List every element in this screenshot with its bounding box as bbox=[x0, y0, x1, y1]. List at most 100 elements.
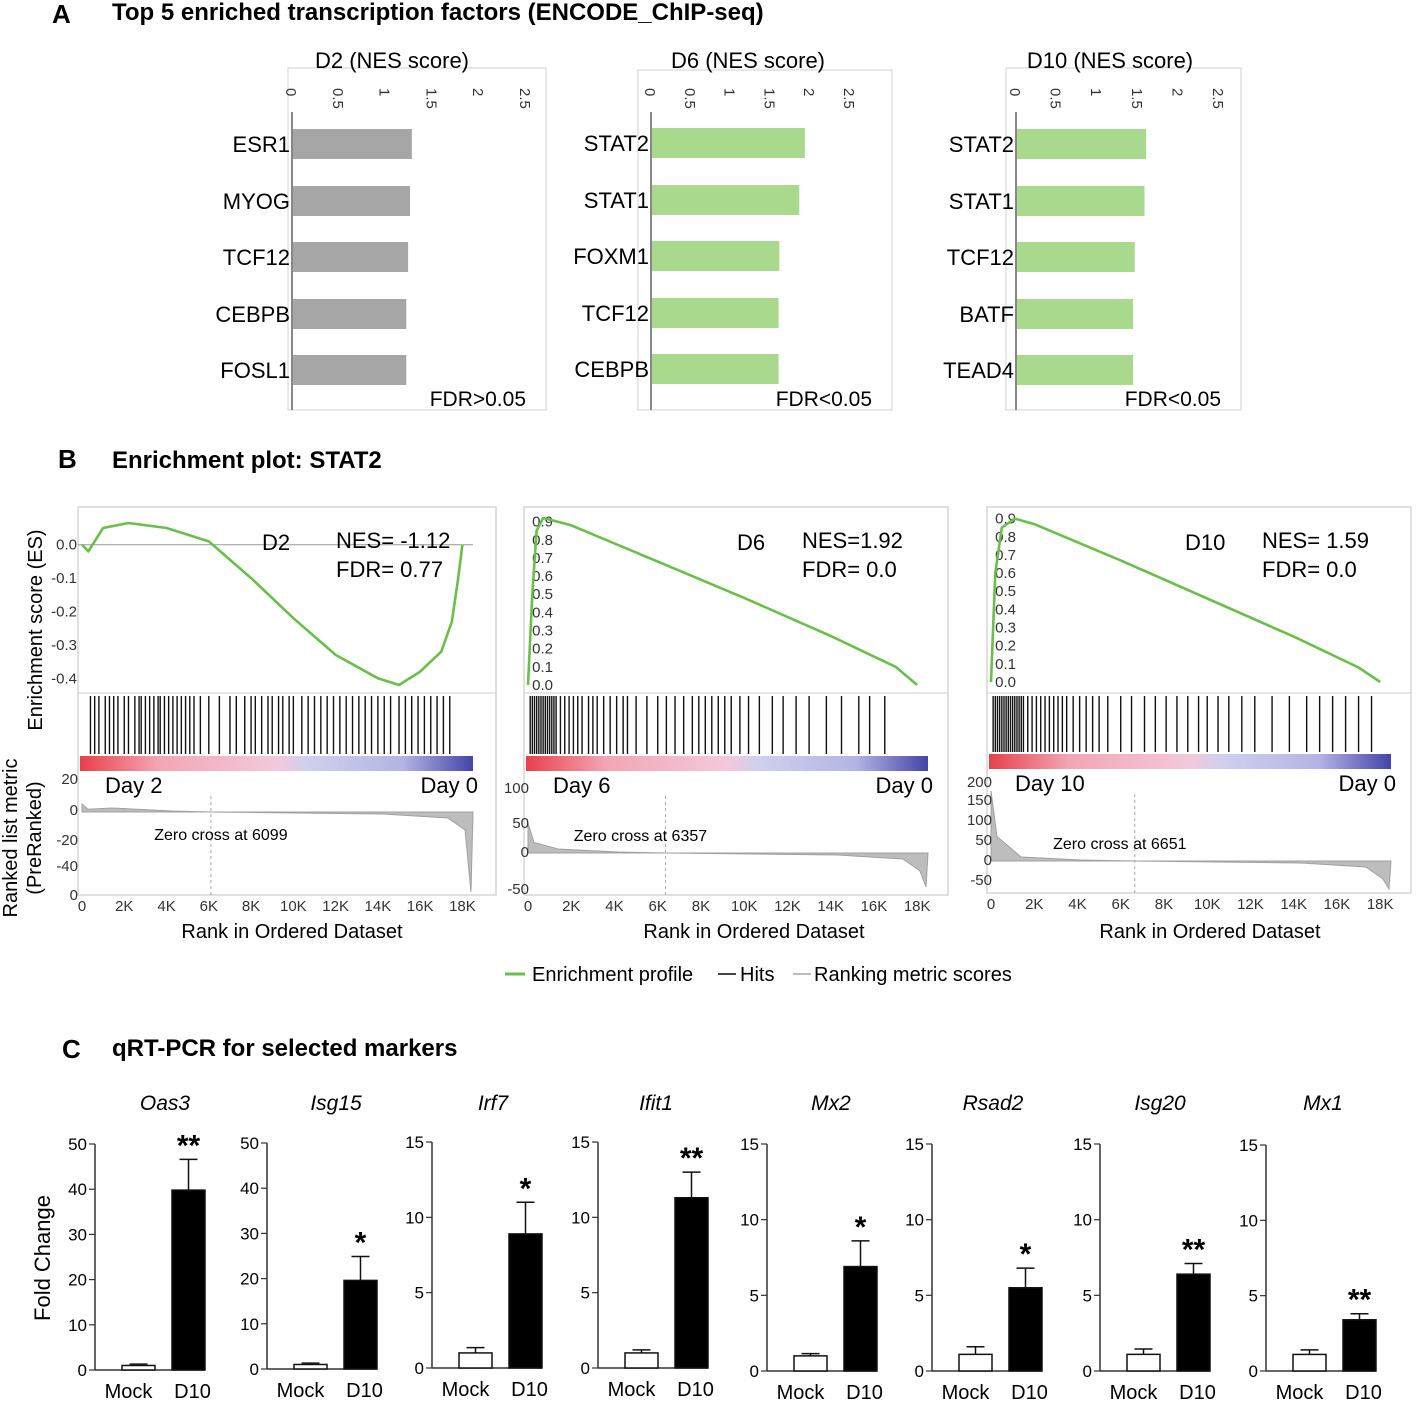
rank-color-bar bbox=[80, 756, 473, 771]
d10-bar bbox=[343, 1279, 378, 1370]
panel-c-title: qRT-PCR for selected markers bbox=[112, 1035, 457, 1062]
y-tick-label: 0 bbox=[415, 1359, 424, 1378]
y-tick-label: 30 bbox=[68, 1225, 87, 1244]
nes-bar bbox=[652, 128, 805, 158]
d10-bar bbox=[508, 1233, 543, 1369]
series-label: D6 bbox=[737, 530, 765, 555]
d10-bar bbox=[1176, 1273, 1211, 1372]
d10-bar bbox=[843, 1265, 878, 1372]
mock-bar bbox=[793, 1355, 828, 1372]
qpcr-chart-isg20: Isg20 0 5 10 15 Mock D10 ** bbox=[1073, 1092, 1216, 1401]
metric-tick-label: 20 bbox=[61, 771, 78, 788]
y-tick-label: 30 bbox=[240, 1224, 259, 1243]
y-tick-label: 10 bbox=[571, 1208, 590, 1227]
es-tick-label: -0.3 bbox=[51, 637, 77, 654]
nes-text: NES= 1.59 bbox=[1262, 528, 1369, 553]
right-day-label: Day 0 bbox=[1339, 771, 1396, 796]
gene-title: Mx2 bbox=[811, 1092, 851, 1115]
significance-mark: ** bbox=[1182, 1234, 1206, 1267]
x-tick-label: 2K bbox=[115, 898, 133, 915]
es-tick-label: 0.0 bbox=[532, 677, 553, 694]
y-tick-label: 10 bbox=[740, 1211, 759, 1230]
x-tick-label: 1 bbox=[1087, 88, 1104, 96]
x-axis-label-d10: Rank in Ordered Dataset bbox=[1099, 921, 1321, 943]
left-day-label: Day 10 bbox=[1015, 771, 1085, 796]
y-tick-label: 50 bbox=[240, 1134, 259, 1153]
x-tick-label: 18K bbox=[1367, 896, 1394, 913]
x-tick-label: 16K bbox=[1324, 896, 1351, 913]
nes-bar bbox=[1017, 186, 1145, 216]
x-tick-label: 2.5 bbox=[516, 88, 533, 109]
x-category-label: D10 bbox=[174, 1381, 211, 1401]
x-tick-label: 4K bbox=[1068, 896, 1086, 913]
x-tick-label: 0 bbox=[78, 898, 86, 915]
es-profile-line bbox=[526, 516, 919, 686]
x-category-label: D10 bbox=[1345, 1382, 1382, 1401]
category-label: FOSL1 bbox=[220, 358, 290, 383]
x-category-label: D10 bbox=[511, 1379, 548, 1401]
y-tick-label: 15 bbox=[405, 1133, 424, 1152]
category-label: TCF12 bbox=[947, 245, 1014, 270]
rank-color-bar bbox=[989, 754, 1391, 769]
gene-title: Isg15 bbox=[310, 1092, 362, 1115]
x-tick-label: 2.5 bbox=[840, 88, 857, 109]
x-tick-label: 1 bbox=[376, 88, 393, 96]
mock-bar bbox=[958, 1353, 993, 1372]
es-tick-label: 0.7 bbox=[532, 550, 553, 567]
fdr-note: FDR<0.05 bbox=[1125, 388, 1221, 411]
category-label: TEAD4 bbox=[943, 358, 1014, 383]
x-tick-label: 0 bbox=[641, 88, 658, 96]
metric-tick-label: 0 bbox=[521, 844, 529, 861]
y-tick-label: 0 bbox=[1249, 1362, 1258, 1381]
es-tick-label: 0.9 bbox=[532, 514, 553, 531]
es-tick-label: 0.1 bbox=[532, 659, 553, 676]
significance-mark: ** bbox=[177, 1129, 201, 1162]
x-tick-label: 8K bbox=[1155, 896, 1173, 913]
significance-mark: * bbox=[355, 1226, 367, 1259]
metric-tick-label: 50 bbox=[975, 832, 992, 849]
x-category-label: Mock bbox=[1110, 1382, 1159, 1401]
es-tick-label: 0.7 bbox=[995, 547, 1016, 564]
category-label: MYOG bbox=[223, 189, 290, 214]
x-tick-label: 1.5 bbox=[760, 88, 777, 109]
x-tick-label: 10K bbox=[1194, 896, 1221, 913]
nes-text: NES=1.92 bbox=[802, 528, 903, 553]
x-tick-label: 10K bbox=[731, 898, 758, 915]
y-tick-label: 5 bbox=[750, 1286, 759, 1305]
y-tick-label: 20 bbox=[68, 1271, 87, 1290]
x-tick-label: 0 bbox=[987, 896, 995, 913]
es-tick-label: 0.4 bbox=[532, 604, 553, 621]
panel-b-label: B bbox=[58, 444, 77, 474]
es-axis-label: Enrichment score (ES) bbox=[25, 529, 47, 730]
fold-change-axis-label: Fold Change bbox=[30, 1195, 55, 1321]
y-tick-label: 0 bbox=[250, 1360, 259, 1379]
y-tick-label: 10 bbox=[1239, 1211, 1258, 1230]
fdr-text: FDR= 0.0 bbox=[802, 557, 897, 582]
zero-cross-label: Zero cross at 6357 bbox=[574, 828, 708, 845]
category-label: STAT2 bbox=[584, 131, 649, 156]
y-tick-label: 10 bbox=[68, 1316, 87, 1335]
mock-bar bbox=[1292, 1353, 1327, 1372]
x-tick-label: 1.5 bbox=[422, 88, 439, 109]
rank-axis-label-line2: (PreRanked) bbox=[24, 781, 46, 894]
nes-chart-a2: D6 (NES score) 0 0.5 1 1.5 2 2.5 STAT2 STAT1 FOXM… bbox=[573, 48, 893, 411]
mock-bar bbox=[293, 1363, 328, 1370]
x-tick-label: 12K bbox=[774, 898, 801, 915]
category-label: STAT1 bbox=[949, 189, 1014, 214]
fdr-text: FDR= 0.0 bbox=[1262, 557, 1357, 582]
qpcr-chart-irf7: Irf7 0 5 10 15 Mock D10 * bbox=[405, 1092, 548, 1401]
x-category-label: Mock bbox=[942, 1382, 991, 1401]
x-tick-label: 12K bbox=[1237, 896, 1264, 913]
nes-bar bbox=[293, 129, 412, 159]
nes-bar bbox=[652, 354, 779, 384]
y-tick-label: 10 bbox=[240, 1315, 259, 1334]
x-category-label: Mock bbox=[1276, 1382, 1325, 1401]
x-tick-label: 16K bbox=[861, 898, 888, 915]
es-tick-label: 0.4 bbox=[995, 601, 1016, 618]
mock-bar bbox=[458, 1352, 493, 1369]
category-label: TCF12 bbox=[223, 245, 290, 270]
fdr-note: FDR<0.05 bbox=[776, 388, 872, 411]
nes-bar bbox=[1017, 242, 1135, 272]
category-label: BATF bbox=[959, 302, 1014, 327]
